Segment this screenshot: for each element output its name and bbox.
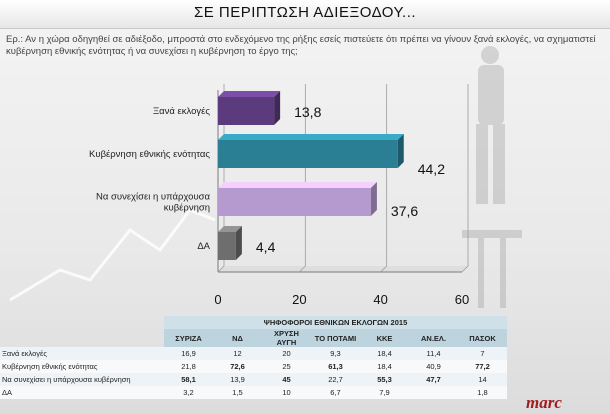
page-title: ΣΕ ΠΕΡΙΠΤΩΣΗ ΑΔΙΕΞΟΔΟΥ... bbox=[193, 4, 417, 21]
bar-front bbox=[218, 232, 236, 260]
table-cell: 13,9 bbox=[213, 373, 262, 386]
table-cell: 18,4 bbox=[360, 360, 409, 373]
table-cell: 47,7 bbox=[409, 373, 458, 386]
table-cell: 40,9 bbox=[409, 360, 458, 373]
table-row-label: ΔΑ bbox=[0, 386, 164, 399]
bar bbox=[218, 226, 242, 260]
x-tick-label: 40 bbox=[373, 292, 387, 307]
table-body: Ξανά εκλογές 16,9 12 20 9,3 18,4 11,4 7 Κυβέρνησ… bbox=[0, 347, 507, 399]
table-cell: 25 bbox=[262, 360, 311, 373]
value-label: 4,4 bbox=[256, 239, 276, 255]
table-cell: 12 bbox=[213, 347, 262, 360]
category-label: Κυβέρνηση εθνικής ενότητας bbox=[89, 149, 210, 160]
table-column-header: ΑΝ.ΕΛ. bbox=[409, 329, 458, 347]
grid-line-depth bbox=[380, 265, 387, 273]
bar-front bbox=[218, 140, 398, 168]
table-caption: ΨΗΦΟΦΟΡΟΙ ΕΘΝΙΚΩΝ ΕΚΛΟΓΩΝ 2015 bbox=[164, 316, 507, 329]
table-header-row: ΣΥΡΙΖΑ ΝΔ ΧΡΥΣΗ ΑΥΓΗ ΤΟ ΠΟΤΑΜΙ ΚΚΕ ΑΝ.ΕΛ. ΠΑΣΟ… bbox=[0, 329, 507, 347]
table-row: Να συνεχίσει η υπάρχουσα κυβέρνηση 58,1 13… bbox=[0, 373, 507, 386]
value-label: 37,6 bbox=[391, 203, 418, 219]
table-cell: 7,9 bbox=[360, 386, 409, 399]
table-row: ΔΑ 3,2 1,5 10 6,7 7,9 1,8 bbox=[0, 386, 507, 399]
x-tick-label: 60 bbox=[455, 292, 469, 307]
category-label: Να συνεχίσει η υπάρχουσα κυβέρνηση bbox=[96, 192, 210, 214]
table-cell: 7 bbox=[458, 347, 507, 360]
bar-side bbox=[370, 182, 377, 216]
x-tick-label: 20 bbox=[292, 292, 306, 307]
table-row-label: Ξανά εκλογές bbox=[0, 347, 164, 360]
table-column-header: ΤΟ ΠΟΤΑΜΙ bbox=[311, 329, 360, 347]
bar-top bbox=[218, 182, 377, 188]
table-cell: 16,9 bbox=[164, 347, 213, 360]
table-row-label: Να συνεχίσει η υπάρχουσα κυβέρνηση bbox=[0, 373, 164, 386]
bar-side bbox=[274, 91, 281, 125]
table-row: Κυβέρνηση εθνικής ενότητας 21,8 72,6 25 61,3… bbox=[0, 360, 507, 373]
table-column-header: ΚΚΕ bbox=[360, 329, 409, 347]
bar bbox=[218, 91, 281, 125]
table-cell: 22,7 bbox=[311, 373, 360, 386]
value-label: 13,8 bbox=[294, 104, 321, 120]
table-column-header: ΧΡΥΣΗ ΑΥΓΗ bbox=[262, 329, 311, 347]
table-cell: 1,8 bbox=[458, 386, 507, 399]
table-row: Ξανά εκλογές 16,9 12 20 9,3 18,4 11,4 7 bbox=[0, 347, 507, 360]
table-cell: 20 bbox=[262, 347, 311, 360]
table-cell: 55,3 bbox=[360, 373, 409, 386]
bar-top bbox=[218, 91, 281, 97]
bar-top bbox=[218, 226, 242, 232]
grid-line-depth bbox=[217, 265, 225, 273]
bar-side bbox=[397, 134, 404, 168]
table-cell: 14 bbox=[458, 373, 507, 386]
title-bar: ΣΕ ΠΕΡΙΠΤΩΣΗ ΑΔΙΕΞΟΔΟΥ... bbox=[0, 0, 610, 29]
table-cell: 9,3 bbox=[311, 347, 360, 360]
table-cell: 45 bbox=[262, 373, 311, 386]
table-cell: 72,6 bbox=[213, 360, 262, 373]
table-cell bbox=[409, 386, 458, 399]
table-cell: 10 bbox=[262, 386, 311, 399]
survey-question: Ερ.: Αν η χώρα οδηγηθεί σε αδιέξοδο, μπρ… bbox=[6, 34, 596, 57]
table-cell: 58,1 bbox=[164, 373, 213, 386]
breakdown-table: ΨΗΦΟΦΟΡΟΙ ΕΘΝΙΚΩΝ ΕΚΛΟΓΩΝ 2015 ΣΥΡΙΖΑ ΝΔ Χ… bbox=[0, 316, 507, 399]
grid-line-depth bbox=[461, 265, 469, 273]
chart-bars bbox=[218, 91, 404, 260]
table-column-header: ΣΥΡΙΖΑ bbox=[164, 329, 213, 347]
chart-floor bbox=[218, 266, 468, 272]
table-cell: 61,3 bbox=[311, 360, 360, 373]
category-label: Ξανά εκλογές bbox=[153, 106, 210, 117]
category-label: ΔΑ bbox=[197, 241, 210, 252]
value-labels: 13,8 44,2 37,6 4,4 bbox=[256, 104, 445, 255]
table-column-header: ΠΑΣΟΚ bbox=[458, 329, 507, 347]
bar-side bbox=[235, 226, 242, 260]
table-row-label: Κυβέρνηση εθνικής ενότητας bbox=[0, 360, 164, 373]
value-label: 44,2 bbox=[418, 161, 445, 177]
bar-front bbox=[218, 188, 371, 216]
table-header-spacer bbox=[0, 329, 164, 347]
table-cell: 18,4 bbox=[360, 347, 409, 360]
table-cell: 1,5 bbox=[213, 386, 262, 399]
table-cell: 6,7 bbox=[311, 386, 360, 399]
table-column-header: ΝΔ bbox=[213, 329, 262, 347]
x-tick-label: 0 bbox=[214, 292, 221, 307]
grid-line-depth bbox=[299, 265, 306, 273]
table-cell: 11,4 bbox=[409, 347, 458, 360]
breakdown-table-wrap: ΨΗΦΟΦΟΡΟΙ ΕΘΝΙΚΩΝ ΕΚΛΟΓΩΝ 2015 ΣΥΡΙΖΑ ΝΔ Χ… bbox=[0, 316, 610, 399]
table-cell: 3,2 bbox=[164, 386, 213, 399]
x-tick-labels: 0 20 40 60 bbox=[214, 292, 469, 307]
table-cell: 21,8 bbox=[164, 360, 213, 373]
bar bbox=[218, 182, 377, 216]
table-cell: 77,2 bbox=[458, 360, 507, 373]
category-labels: Ξανά εκλογές Κυβέρνηση εθνικής ενότητας Να… bbox=[89, 106, 211, 252]
table-corner bbox=[0, 316, 164, 329]
bar-front bbox=[218, 97, 275, 125]
bar-top bbox=[218, 134, 404, 140]
bar bbox=[218, 134, 404, 168]
marc-logo: marc bbox=[526, 393, 562, 412]
